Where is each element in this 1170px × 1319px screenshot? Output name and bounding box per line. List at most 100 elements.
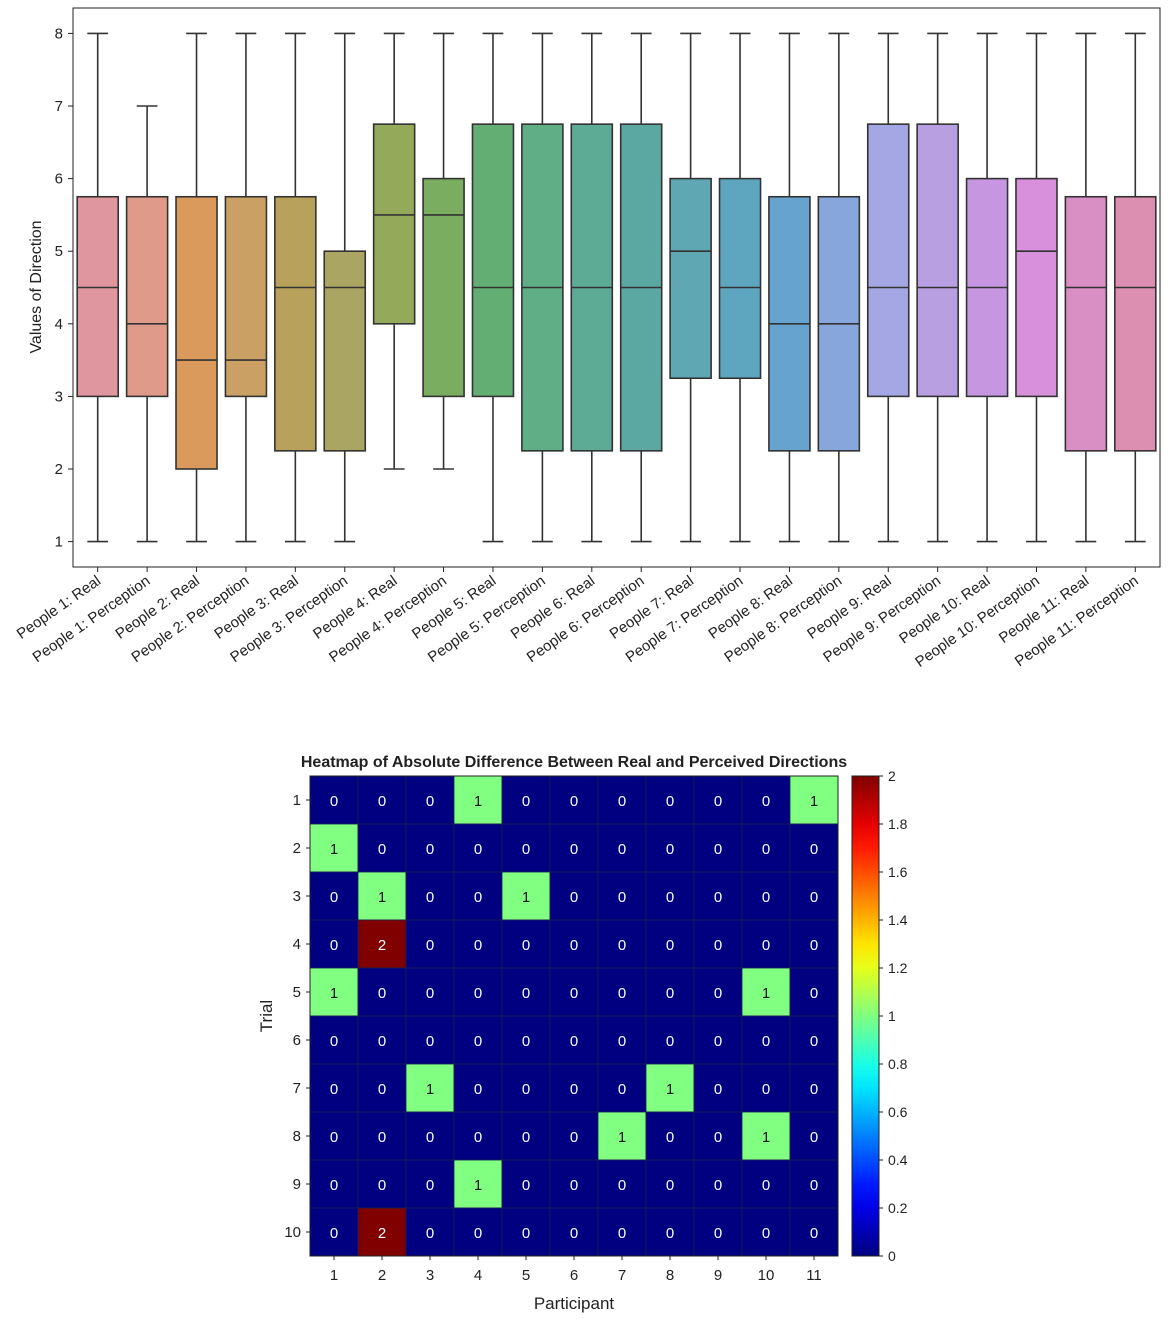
heatmap-cell bbox=[309, 1015, 359, 1065]
heatmap-cell bbox=[309, 1159, 359, 1209]
boxplot-y-axis: 1 2 3 4 5 6 7 8 bbox=[55, 25, 73, 551]
heatmap-cell-value: 0 bbox=[570, 937, 578, 954]
boxplot-box bbox=[1113, 195, 1157, 452]
heatmap-cell bbox=[741, 823, 791, 873]
heatmap-y-tick-label: 2 bbox=[293, 840, 301, 857]
heatmap-cell-value: 0 bbox=[426, 1177, 434, 1194]
heatmap-cell bbox=[549, 919, 599, 969]
heatmap-cell bbox=[549, 871, 599, 921]
heatmap-y-tick-label: 4 bbox=[293, 936, 301, 953]
heatmap-cell-value: 0 bbox=[810, 1129, 818, 1146]
heatmap-x-tick-label: 2 bbox=[378, 1267, 386, 1284]
heatmap-cell bbox=[597, 1015, 647, 1065]
heatmap-cell bbox=[549, 1015, 599, 1065]
heatmap-cell-value: 0 bbox=[426, 793, 434, 810]
heatmap-cell-value: 0 bbox=[474, 1129, 482, 1146]
heatmap-cell bbox=[597, 919, 647, 969]
boxplot-box bbox=[916, 123, 959, 398]
heatmap-cell bbox=[789, 1111, 839, 1161]
heatmap-cell bbox=[405, 871, 455, 921]
heatmap-y-tick-label: 1 bbox=[293, 792, 301, 809]
boxplot-box bbox=[175, 195, 218, 470]
heatmap-cell-value: 0 bbox=[378, 985, 386, 1002]
heatmap-cell bbox=[789, 967, 839, 1017]
heatmap-cell-value: 0 bbox=[666, 1129, 674, 1146]
heatmap-cell-value: 0 bbox=[666, 793, 674, 810]
heatmap-cell bbox=[549, 967, 599, 1017]
heatmap-cell-value: 0 bbox=[474, 985, 482, 1002]
heatmap-y-tick-label: 6 bbox=[293, 1032, 301, 1049]
heatmap-cell bbox=[645, 871, 695, 921]
boxplot-box bbox=[422, 177, 465, 398]
heatmap-cell-value: 0 bbox=[570, 1177, 578, 1194]
heatmap-cell-value: 0 bbox=[714, 793, 722, 810]
heatmap-cell bbox=[309, 1111, 359, 1161]
heatmap-cell-value: 0 bbox=[714, 937, 722, 954]
heatmap-cell bbox=[789, 871, 839, 921]
heatmap-cell-value: 0 bbox=[330, 1033, 338, 1050]
heatmap-cell bbox=[741, 1159, 791, 1209]
heatmap-cell-value: 0 bbox=[570, 1033, 578, 1050]
heatmap-x-tick-label: 8 bbox=[666, 1267, 674, 1284]
heatmap-x-tick-label: 1 bbox=[330, 1267, 338, 1284]
boxplot-y-tick-label: 6 bbox=[55, 171, 63, 188]
heatmap-cell-value: 0 bbox=[378, 1033, 386, 1050]
heatmap-cell-value: 0 bbox=[426, 1033, 434, 1050]
heatmap-chart: Heatmap of Absolute Difference Between R… bbox=[257, 754, 908, 1313]
heatmap-cell bbox=[453, 1111, 503, 1161]
heatmap-cell-value: 0 bbox=[378, 1129, 386, 1146]
colorbar-tick-label: 0.4 bbox=[888, 1152, 908, 1168]
heatmap-cell bbox=[597, 1207, 647, 1257]
heatmap-cell-value: 1 bbox=[762, 1129, 770, 1146]
boxplot-box bbox=[1064, 195, 1108, 452]
heatmap-cell-value: 0 bbox=[618, 889, 626, 906]
heatmap-cell-value: 0 bbox=[522, 1081, 530, 1098]
heatmap-cell bbox=[741, 1063, 791, 1113]
boxplot-box bbox=[372, 123, 416, 325]
boxplot-y-tick-label: 4 bbox=[55, 316, 63, 333]
heatmap-cell-value: 0 bbox=[714, 1033, 722, 1050]
heatmap-cell bbox=[405, 1015, 455, 1065]
heatmap-cell-value: 0 bbox=[714, 1225, 722, 1242]
boxplot-y-tick-label: 2 bbox=[55, 461, 63, 478]
heatmap-cell-value: 0 bbox=[618, 1033, 626, 1050]
heatmap-cell-value: 0 bbox=[570, 1081, 578, 1098]
boxplot-y-tick-label: 5 bbox=[55, 243, 63, 260]
heatmap-cell-value: 0 bbox=[762, 1177, 770, 1194]
heatmap-cell-value: 1 bbox=[474, 793, 482, 810]
heatmap-cell bbox=[597, 1063, 647, 1113]
heatmap-cell bbox=[453, 1015, 503, 1065]
heatmap-cell-value: 0 bbox=[810, 1033, 818, 1050]
heatmap-cell-value: 0 bbox=[474, 1033, 482, 1050]
boxplot-y-tick-label: 3 bbox=[55, 388, 63, 405]
heatmap-cell-value: 0 bbox=[426, 841, 434, 858]
heatmap-cell-value: 1 bbox=[522, 889, 530, 906]
heatmap-cell-value: 1 bbox=[762, 985, 770, 1002]
heatmap-cell-value: 0 bbox=[618, 985, 626, 1002]
boxplot-box bbox=[669, 177, 712, 380]
heatmap-cell bbox=[645, 823, 695, 873]
heatmap-cell-value: 0 bbox=[618, 841, 626, 858]
heatmap-cell-value: 0 bbox=[522, 1225, 530, 1242]
heatmap-cell bbox=[357, 1207, 407, 1257]
heatmap-x-tick-label: 3 bbox=[426, 1267, 434, 1284]
heatmap-cell bbox=[357, 1015, 407, 1065]
heatmap-cell bbox=[357, 775, 407, 825]
heatmap-cell-value: 1 bbox=[474, 1177, 482, 1194]
heatmap-x-axis-label: Participant bbox=[534, 1294, 615, 1313]
heatmap-cell-value: 0 bbox=[474, 841, 482, 858]
boxplot-plot-frame bbox=[72, 7, 1161, 568]
heatmap-cell-value: 0 bbox=[330, 1081, 338, 1098]
colorbar-gradient bbox=[851, 775, 880, 1257]
heatmap-cell-value: 0 bbox=[330, 1177, 338, 1194]
heatmap-cell-value: 1 bbox=[426, 1081, 434, 1098]
heatmap-x-tick-label: 11 bbox=[806, 1267, 822, 1284]
heatmap-cell bbox=[405, 1159, 455, 1209]
heatmap-y-tick-label: 9 bbox=[293, 1176, 301, 1193]
heatmap-cell bbox=[501, 919, 551, 969]
colorbar-tick-label: 1.2 bbox=[888, 960, 908, 976]
colorbar-tick-label: 0.6 bbox=[888, 1104, 908, 1120]
heatmap-cell-value: 1 bbox=[378, 889, 386, 906]
heatmap-cell-value: 0 bbox=[474, 1081, 482, 1098]
heatmap-cell bbox=[405, 823, 455, 873]
